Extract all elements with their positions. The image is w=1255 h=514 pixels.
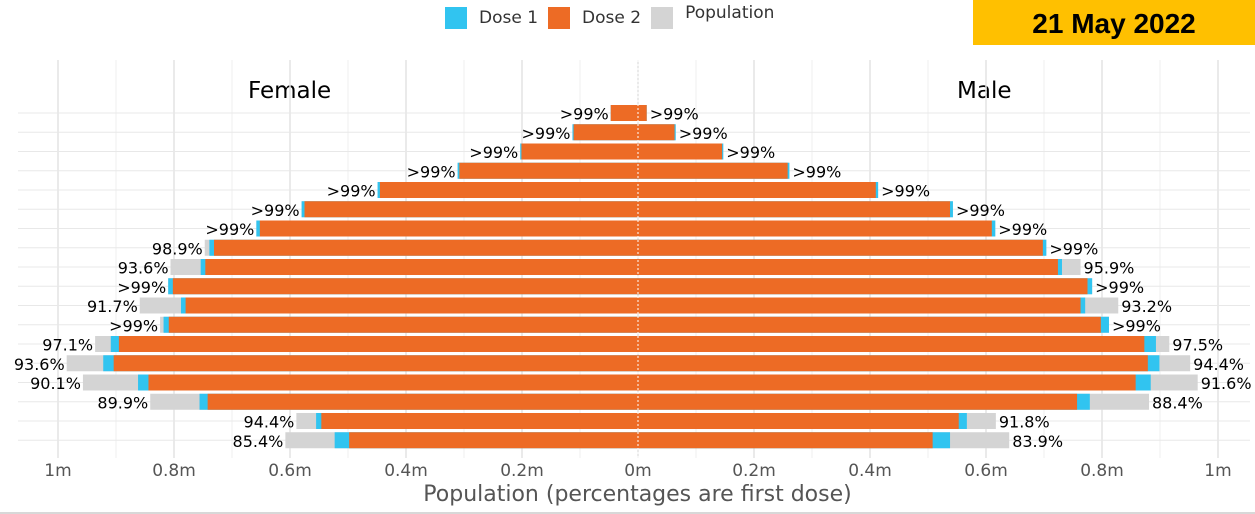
percent-label-female: >99% [251, 201, 300, 220]
bar-dose2-female [459, 162, 638, 179]
percent-label-male: >99% [956, 201, 1005, 220]
percent-label-female: >99% [407, 162, 456, 181]
bar-dose2-male [638, 432, 933, 449]
percent-label-male: 91.6% [1201, 374, 1252, 393]
x-tick-label: 0.6m [964, 461, 1008, 481]
legend-item-population: Population [651, 3, 774, 29]
bar-dose2-female [573, 124, 638, 141]
percent-label-female: 93.6% [118, 259, 169, 278]
bar-dose2-female [185, 297, 638, 314]
bar-dose2-male [638, 278, 1088, 295]
legend-swatch-population [651, 7, 674, 29]
percent-label-female: >99% [109, 316, 158, 335]
legend-item-dose1: Dose 1 [445, 7, 538, 29]
bar-dose2-female [148, 374, 639, 391]
percent-label-male: 83.9% [1012, 432, 1063, 451]
bar-dose2-male [638, 374, 1136, 391]
percent-label-female: >99% [205, 220, 254, 239]
legend-swatch-dose2 [548, 7, 571, 29]
x-tick-label: 0m [624, 461, 651, 481]
side-label-male: Male [957, 78, 1012, 104]
percent-label-male: 91.8% [999, 413, 1050, 432]
chart-legend: Dose 1 Dose 2 Population [445, 3, 784, 32]
bar-dose2-male [638, 220, 992, 237]
percent-label-female: 97.1% [42, 336, 93, 355]
bar-dose2-female [172, 278, 638, 295]
percent-label-male: >99% [998, 220, 1047, 239]
legend-swatch-dose1 [445, 7, 467, 29]
bar-dose2-female [113, 355, 639, 372]
x-tick-label: 0.6m [268, 461, 312, 481]
percent-label-male: >99% [1095, 278, 1144, 297]
percent-label-male: 95.9% [1084, 259, 1135, 278]
percent-label-female: >99% [560, 105, 609, 124]
percent-label-male: >99% [1049, 239, 1098, 258]
bar-dose2-male [638, 143, 723, 160]
bar-dose2-male [638, 393, 1078, 410]
percent-label-female: >99% [117, 278, 166, 297]
percent-label-female: 94.4% [244, 413, 295, 432]
x-axis-title: Population (percentages are first dose) [423, 482, 852, 507]
bar-dose2-male [638, 297, 1081, 314]
x-tick-label: 0.8m [152, 461, 196, 481]
percent-label-male: >99% [1112, 316, 1161, 335]
percent-label-male: >99% [650, 105, 699, 124]
percent-label-male: >99% [679, 124, 728, 143]
bar-dose2-female [379, 182, 638, 198]
bar-dose2-female [118, 336, 638, 352]
percent-label-female: 93.6% [14, 355, 65, 374]
bar-dose2-female [205, 259, 638, 275]
bar-dose2-female [521, 143, 638, 160]
bar-dose2-male [638, 413, 959, 429]
date-badge: 21 May 2022 [973, 0, 1255, 45]
bar-dose2-female [168, 316, 638, 333]
x-tick-label: 0.2m [732, 461, 776, 481]
percent-label-female: 90.1% [30, 374, 81, 393]
bar-dose2-female [214, 239, 638, 256]
percent-label-female: 89.9% [97, 393, 148, 412]
percent-label-female: 91.7% [87, 297, 138, 316]
x-tick-label: 0.2m [500, 461, 544, 481]
x-tick-label: 1m [44, 461, 71, 481]
bar-dose2-male [638, 162, 788, 179]
x-tick-label: 0.8m [1080, 461, 1124, 481]
percent-label-female: >99% [521, 124, 570, 143]
legend-item-dose2: Dose 2 [548, 7, 641, 29]
percent-label-male: >99% [726, 143, 775, 162]
percent-label-female: 85.4% [233, 432, 284, 451]
bar-dose2-male [638, 182, 876, 198]
percent-label-male: >99% [881, 182, 930, 201]
percent-label-female: 98.9% [152, 239, 203, 258]
bar-dose2-female [259, 220, 638, 237]
percent-label-female: >99% [327, 182, 376, 201]
bar-dose2-male [638, 105, 647, 121]
percent-label-male: >99% [792, 162, 841, 181]
x-tick-label: 0.4m [384, 461, 428, 481]
bar-dose2-female [207, 393, 638, 410]
bar-dose2-female [304, 201, 638, 218]
bar-dose2-male [638, 259, 1058, 275]
bar-dose2-male [638, 239, 1043, 256]
bar-dose2-male [638, 201, 951, 218]
percent-label-male: 97.5% [1172, 336, 1223, 355]
x-tick-label: 0.4m [848, 461, 892, 481]
percent-label-female: >99% [469, 143, 518, 162]
legend-label-population: Population [685, 3, 775, 23]
x-tick-label: 1m [1204, 461, 1231, 481]
legend-label-dose2: Dose 2 [582, 8, 642, 28]
percent-label-male: 93.2% [1121, 297, 1172, 316]
percent-label-male: 88.4% [1152, 393, 1203, 412]
bar-dose2-female [349, 432, 638, 449]
bar-dose2-male [638, 316, 1101, 333]
bar-dose2-male [638, 124, 675, 141]
bar-dose2-female [321, 413, 638, 429]
bar-dose2-male [638, 355, 1148, 372]
percent-label-male: 94.4% [1193, 355, 1244, 374]
bar-dose2-female [610, 105, 638, 121]
legend-label-dose1: Dose 1 [479, 8, 539, 28]
bar-dose2-male [638, 336, 1145, 352]
